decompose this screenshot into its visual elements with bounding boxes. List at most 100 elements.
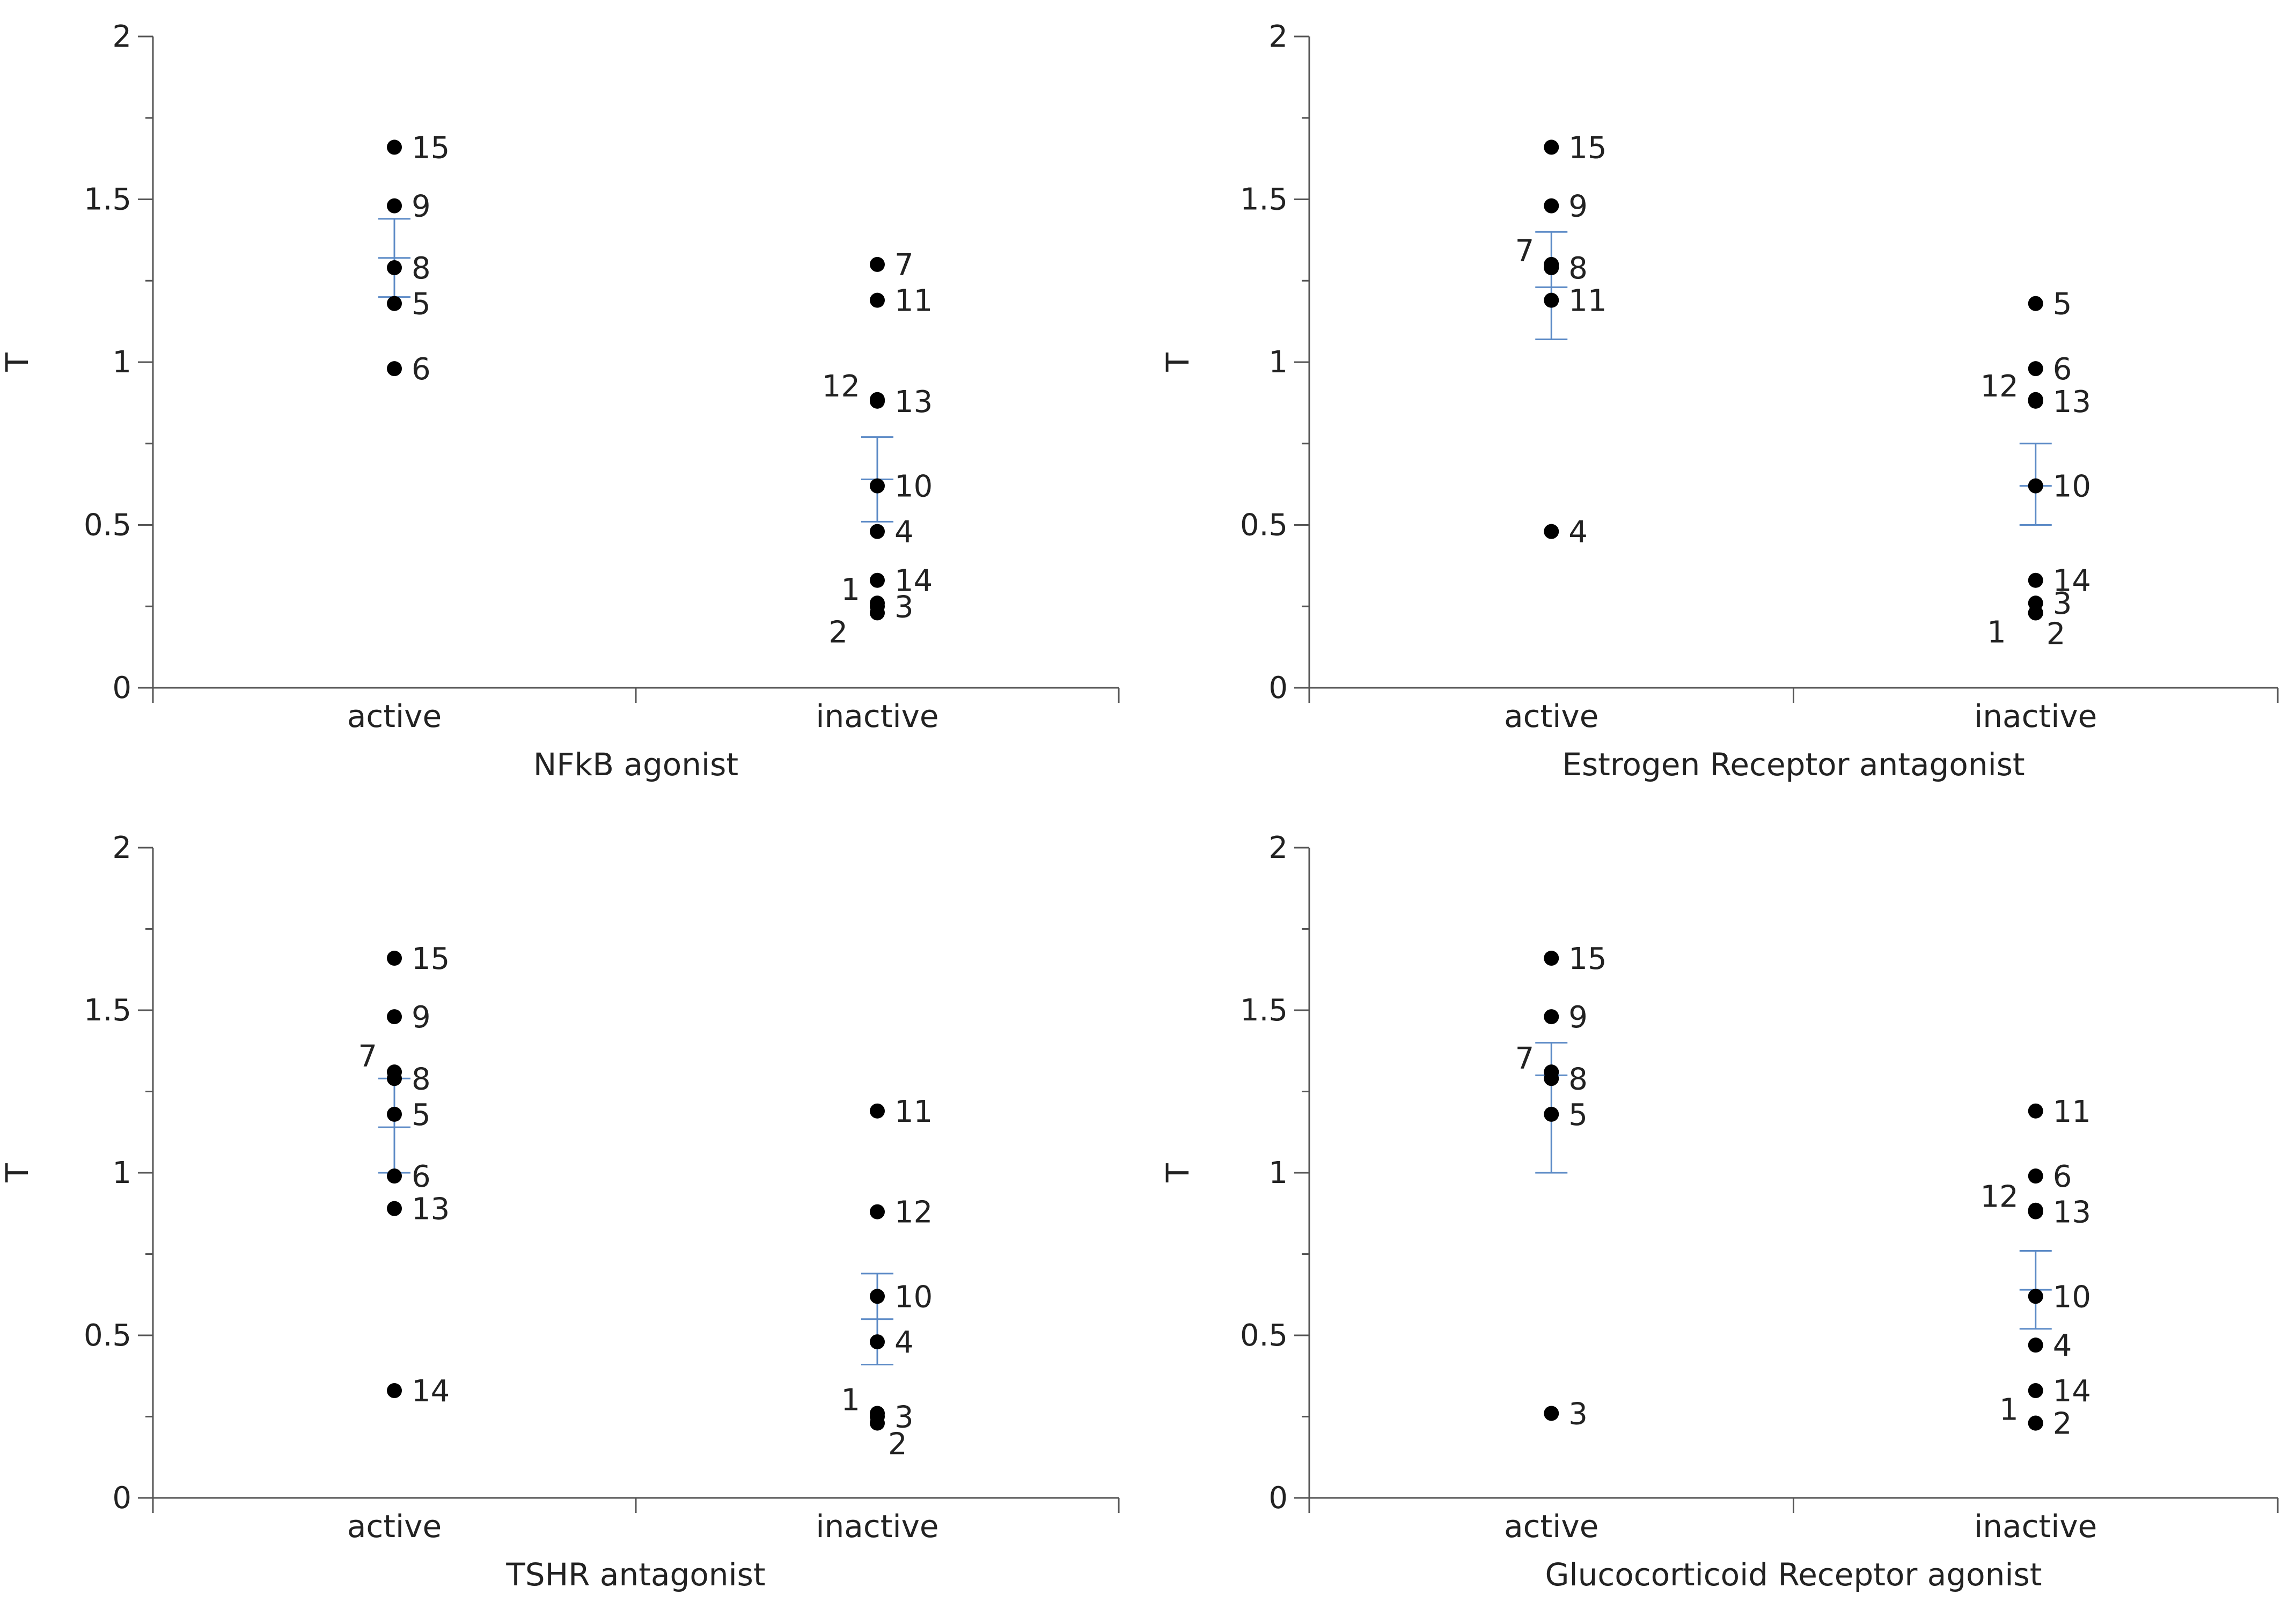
chart-panel-4: 0 0.5 1 1.5 2 active inactive Glucocorticoid Re… [1160,830,2279,1593]
y-tick-label: 0 [1268,1481,1288,1516]
data-point [1544,260,1559,275]
data-point [870,1289,885,1304]
data-point-label: 6 [2053,1159,2072,1194]
chart-panel-3: 0 0.5 1 1.5 2 active inactive TSHR antagonist T 1… [0,830,1120,1593]
data-point [2028,1168,2043,1184]
data-point-label: 12 [1980,369,2018,404]
y-tick-label: 1 [1268,345,1288,380]
data-point-label: 4 [894,1325,914,1360]
data-point [1544,1106,1559,1122]
x-tick-label: inactive [1974,698,2097,734]
data-point [2028,605,2043,621]
y-tick-label: 2 [1268,830,1288,865]
y-tick-label: 0.5 [1240,1318,1288,1353]
data-point [387,361,402,377]
y-tick-label: 2 [112,19,131,54]
data-point-label: 5 [2053,287,2072,322]
data-point-label: 12 [822,369,860,404]
data-point [870,256,885,272]
y-tick-label: 1 [112,1156,131,1190]
data-point-label: 9 [1568,189,1588,224]
x-tick-label: inactive [816,698,938,734]
data-point-label: 7 [1515,234,1535,269]
data-point-label: 5 [1568,1098,1588,1133]
data-point-label: 13 [2053,1195,2091,1230]
data-point [387,1009,402,1025]
chart-panel-2: 0 0.5 1 1.5 2 active inactive Estrogen Receptor… [1160,19,2279,783]
data-point [1544,1406,1559,1421]
data-point-label: 3 [1568,1396,1588,1431]
x-tick-label: active [347,698,442,734]
data-point-label: 2 [2046,616,2066,651]
y-tick-label: 1 [1268,1156,1288,1190]
data-point [870,572,885,588]
data-point [2028,1289,2043,1304]
data-point-label: 14 [2053,1374,2091,1409]
y-tick-label: 1.5 [1240,993,1288,1028]
data-point [387,296,402,311]
data-point [1544,292,1559,308]
y-axis-label: T [0,352,35,372]
y-axis-label: T [0,1163,35,1183]
data-point [870,1204,885,1219]
data-point [870,393,885,409]
data-point-label: 12 [1980,1180,2018,1215]
y-tick-label: 1 [112,345,131,380]
data-point-label: 2 [2053,1407,2072,1442]
data-point-label: 4 [2053,1328,2072,1363]
data-point-label: 1 [1987,615,2006,650]
data-point-label: 15 [412,130,450,165]
y-tick-label: 0 [1268,671,1288,705]
data-point-label: 12 [894,1195,933,1230]
data-point-label: 10 [2053,469,2091,504]
data-point [387,139,402,155]
chart-title: Estrogen Receptor antagonist [1562,746,2024,783]
data-point-label: 10 [894,469,933,504]
data-point [870,1103,885,1119]
chart-title: TSHR antagonist [505,1556,765,1593]
y-axis-label: T [1160,352,1196,372]
data-point [2028,1415,2043,1431]
data-point [1544,139,1559,155]
x-tick-label: active [1504,1508,1598,1545]
y-tick-label: 1.5 [84,993,131,1028]
data-point [870,1334,885,1350]
data-point-label: 14 [894,564,933,599]
y-tick-label: 1.5 [84,182,131,217]
data-point [870,478,885,494]
data-point-label: 9 [412,1000,431,1035]
y-tick-label: 0 [112,671,131,705]
x-tick-label: active [347,1508,442,1545]
data-point-label: 13 [412,1192,450,1227]
data-point-label: 7 [358,1039,377,1074]
data-point-label: 5 [412,1098,431,1133]
chart-title: NFkB agonist [533,746,738,783]
y-tick-label: 2 [1268,19,1288,54]
data-point [387,1383,402,1399]
data-point-label: 9 [1568,1000,1588,1035]
data-point [2028,361,2043,377]
data-point [870,524,885,539]
data-point-label: 11 [2053,1094,2091,1129]
data-point-label: 1 [1999,1393,2019,1428]
y-tick-label: 0.5 [84,1318,131,1353]
chart-title: Glucocorticoid Receptor agonist [1545,1556,2042,1593]
y-tick-label: 0.5 [1240,508,1288,543]
data-point [870,1415,885,1431]
data-point-label: 7 [1515,1041,1535,1076]
data-point [387,1201,402,1216]
y-axis-label: T [1160,1163,1196,1183]
data-point [2028,478,2043,494]
data-point [1544,1009,1559,1025]
data-point-label: 9 [412,189,431,224]
data-point [2028,296,2043,311]
data-point [2028,1103,2043,1119]
data-point-label: 3 [2053,586,2072,621]
data-point-label: 11 [894,284,933,319]
data-point [1544,1071,1559,1086]
data-point [2028,1204,2043,1219]
data-point-label: 8 [412,1062,431,1097]
y-tick-label: 0.5 [84,508,131,543]
